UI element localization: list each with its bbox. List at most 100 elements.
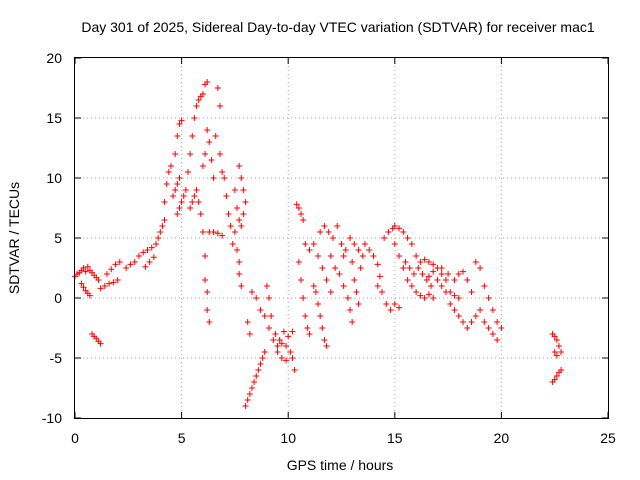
data-point bbox=[140, 249, 147, 256]
data-point bbox=[135, 253, 142, 259]
data-point bbox=[385, 229, 392, 235]
data-point bbox=[379, 289, 386, 295]
data-point bbox=[131, 259, 138, 265]
data-point bbox=[251, 379, 258, 385]
data-point bbox=[210, 229, 217, 235]
data-point bbox=[302, 241, 309, 247]
data-point bbox=[229, 241, 236, 247]
data-point bbox=[280, 328, 287, 335]
data-point bbox=[451, 277, 458, 283]
data-point bbox=[240, 211, 247, 217]
data-point bbox=[485, 295, 492, 301]
data-point bbox=[400, 265, 407, 271]
data-point bbox=[381, 235, 388, 241]
y-tick-label: 0 bbox=[54, 290, 62, 306]
data-point bbox=[78, 280, 85, 287]
data-point bbox=[248, 385, 255, 391]
data-point bbox=[319, 325, 326, 331]
data-point bbox=[413, 253, 420, 259]
data-point bbox=[178, 199, 185, 205]
data-point bbox=[323, 277, 330, 283]
data-point bbox=[489, 307, 496, 313]
data-point bbox=[417, 292, 424, 299]
data-point bbox=[278, 355, 285, 361]
data-point bbox=[553, 373, 560, 379]
data-point bbox=[184, 169, 191, 175]
data-point bbox=[223, 193, 230, 199]
data-point bbox=[430, 261, 437, 268]
data-point bbox=[340, 253, 347, 259]
data-point bbox=[278, 340, 285, 347]
data-point bbox=[165, 169, 172, 175]
data-point bbox=[116, 259, 123, 265]
data-point bbox=[347, 235, 354, 241]
data-points bbox=[72, 79, 565, 409]
data-point bbox=[193, 187, 200, 193]
data-point bbox=[293, 201, 300, 208]
data-point bbox=[283, 357, 290, 364]
data-point bbox=[295, 205, 302, 211]
data-point bbox=[174, 181, 181, 187]
y-axis-label: SDTVAR / TECUs bbox=[6, 182, 22, 294]
data-point bbox=[438, 271, 445, 277]
data-point bbox=[455, 271, 462, 277]
data-point bbox=[97, 340, 104, 347]
data-point bbox=[430, 268, 437, 275]
data-point bbox=[236, 271, 243, 277]
data-point bbox=[234, 247, 241, 253]
data-point bbox=[413, 289, 420, 295]
data-point bbox=[438, 265, 445, 271]
data-point bbox=[342, 247, 349, 253]
data-point bbox=[204, 79, 211, 85]
data-point bbox=[289, 328, 296, 335]
data-point bbox=[357, 265, 364, 271]
data-point bbox=[86, 292, 93, 299]
data-point bbox=[189, 133, 196, 139]
data-point bbox=[332, 265, 339, 271]
data-point bbox=[208, 157, 215, 163]
data-point bbox=[170, 193, 177, 199]
data-point bbox=[558, 367, 565, 373]
data-point bbox=[202, 253, 209, 259]
data-point bbox=[297, 277, 304, 283]
data-point bbox=[317, 229, 324, 235]
data-point bbox=[396, 304, 403, 311]
data-point bbox=[321, 337, 328, 343]
data-point bbox=[216, 103, 223, 109]
data-point bbox=[236, 259, 243, 265]
data-point bbox=[312, 289, 319, 295]
plot-frame bbox=[74, 57, 609, 419]
data-point bbox=[266, 325, 273, 331]
data-point bbox=[321, 223, 328, 229]
data-point bbox=[391, 223, 398, 229]
data-point bbox=[494, 337, 501, 343]
data-point bbox=[199, 163, 206, 169]
data-point bbox=[206, 319, 213, 325]
data-point bbox=[442, 277, 449, 283]
data-point bbox=[349, 259, 356, 265]
data-point bbox=[306, 331, 313, 337]
data-point bbox=[148, 244, 155, 251]
data-point bbox=[259, 355, 266, 361]
data-point bbox=[404, 277, 411, 283]
data-point bbox=[191, 115, 198, 121]
data-point bbox=[80, 284, 87, 291]
data-point bbox=[263, 283, 270, 289]
data-point bbox=[355, 301, 362, 307]
data-point bbox=[553, 337, 560, 343]
data-point bbox=[425, 291, 432, 298]
data-point bbox=[287, 349, 294, 355]
data-point bbox=[338, 241, 345, 247]
data-point bbox=[108, 266, 115, 273]
data-point bbox=[558, 349, 565, 355]
data-point bbox=[174, 133, 181, 139]
data-point bbox=[553, 352, 560, 359]
data-point bbox=[214, 85, 221, 91]
data-point bbox=[180, 193, 187, 199]
data-point bbox=[238, 175, 245, 181]
data-point bbox=[178, 117, 185, 124]
data-point bbox=[408, 241, 415, 247]
data-point bbox=[204, 127, 211, 133]
data-point bbox=[387, 307, 394, 313]
